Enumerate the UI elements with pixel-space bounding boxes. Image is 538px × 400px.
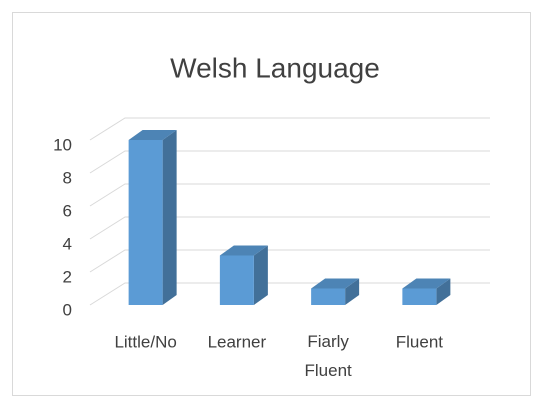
x-tick-label: Learner xyxy=(208,332,267,351)
x-tick-label: Fluent xyxy=(396,332,444,351)
chart-border xyxy=(12,12,531,396)
bar-top xyxy=(402,278,451,289)
x-tick-label: Fiarly Fluent xyxy=(305,332,353,380)
y-tick-label: 8 xyxy=(63,168,72,187)
grid-line xyxy=(89,183,490,207)
x-tick-label: Little/No xyxy=(114,332,176,351)
bar-top xyxy=(311,278,360,289)
bar-side xyxy=(436,278,451,305)
y-tick-label: 4 xyxy=(63,234,72,253)
bar-side xyxy=(253,245,268,305)
bar-side xyxy=(162,130,177,305)
y-tick-label: 10 xyxy=(53,135,72,154)
y-tick-label: 0 xyxy=(63,300,72,319)
grid-line xyxy=(89,150,490,174)
grid-line xyxy=(89,282,490,306)
bar xyxy=(128,140,163,305)
bar-top xyxy=(128,130,177,140)
bar xyxy=(219,255,254,305)
y-tick-label: 6 xyxy=(63,201,72,220)
grid-line xyxy=(89,117,490,141)
chart-title: Welsh Language xyxy=(170,52,380,83)
y-tick-label: 2 xyxy=(63,267,72,286)
grid-line xyxy=(89,216,490,240)
bar-top xyxy=(219,245,268,256)
grid-line xyxy=(89,249,490,273)
bar-side xyxy=(345,278,360,305)
bar xyxy=(402,288,437,305)
bar xyxy=(311,288,346,305)
